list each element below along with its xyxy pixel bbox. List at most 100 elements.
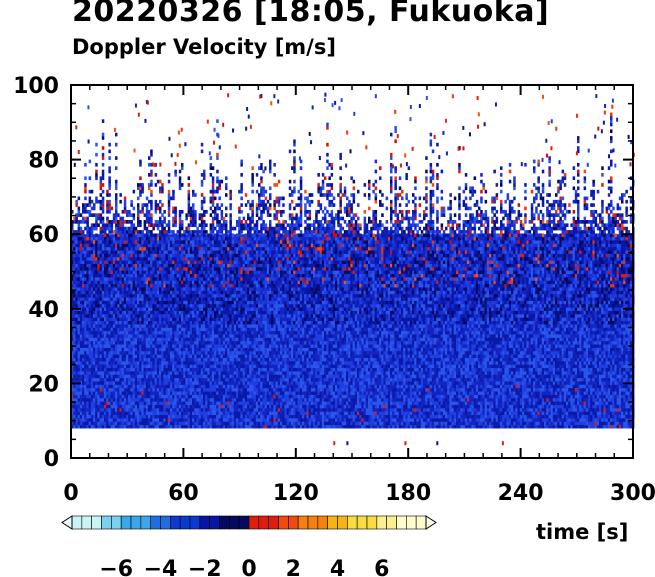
heatmap-cell [167, 374, 171, 379]
heatmap-cell [77, 391, 81, 395]
heatmap-cell [139, 387, 142, 392]
heatmap-cell [79, 347, 83, 352]
heatmap-cell [126, 243, 129, 248]
heatmap-cell [126, 354, 129, 358]
heatmap-cell [97, 414, 100, 419]
heatmap-cell [139, 293, 142, 298]
heatmap-cell [139, 186, 142, 191]
heatmap-cell [93, 240, 96, 244]
heatmap-cell [227, 337, 230, 342]
heatmap-cell [227, 384, 230, 389]
heatmap-cell [209, 347, 213, 352]
heatmap-cell [216, 300, 219, 305]
heatmap-cell [229, 233, 232, 238]
heatmap-cell [154, 209, 158, 214]
heatmap-cell [75, 270, 78, 275]
heatmap-cell [178, 397, 182, 402]
heatmap-cell [123, 381, 127, 385]
heatmap-cell [88, 240, 92, 244]
heatmap-cell [119, 297, 122, 301]
heatmap-cell [108, 374, 111, 379]
heatmap-cell [183, 293, 186, 298]
heatmap-cell [79, 270, 83, 275]
heatmap-cell [192, 361, 195, 365]
heatmap-cell [101, 230, 105, 234]
heatmap-cell [86, 310, 89, 315]
heatmap-cell [123, 317, 127, 322]
heatmap-cell [110, 270, 114, 275]
heatmap-cell [108, 290, 111, 295]
heatmap-cell [95, 243, 98, 248]
heatmap-cell [145, 236, 149, 241]
heatmap-cell [88, 364, 92, 369]
heatmap-cell [227, 397, 230, 402]
heatmap-cell [238, 394, 241, 399]
heatmap-cell [108, 357, 111, 362]
heatmap-cell [126, 364, 129, 369]
heatmap-cell [117, 340, 120, 345]
heatmap-cell [176, 277, 180, 281]
heatmap-cell [128, 220, 131, 224]
heatmap-cell [73, 220, 76, 224]
heatmap-cell [117, 418, 120, 422]
heatmap-cell [194, 267, 197, 271]
heatmap-cell [165, 401, 169, 405]
heatmap-cell [181, 263, 184, 268]
heatmap-cell [176, 256, 180, 261]
heatmap-cell [225, 246, 228, 251]
heatmap-cell [117, 297, 120, 301]
heatmap-cell [192, 418, 195, 422]
heatmap-cell [88, 273, 92, 278]
heatmap-cell [110, 367, 114, 372]
heatmap-cell [172, 240, 175, 244]
heatmap-cell [225, 253, 228, 258]
heatmap-cell [93, 277, 96, 281]
heatmap-cell [154, 357, 158, 362]
heatmap-cell [115, 273, 118, 278]
heatmap-cell [139, 283, 142, 288]
heatmap-cell [167, 408, 171, 412]
heatmap-cell [165, 230, 169, 234]
heatmap-cell [211, 263, 215, 268]
heatmap-cell [137, 280, 140, 285]
heatmap-cell [229, 213, 232, 217]
heatmap-cell [220, 314, 224, 318]
heatmap-cell [121, 233, 125, 238]
heatmap-cell [167, 209, 171, 214]
heatmap-cell [112, 411, 116, 416]
heatmap-cell [205, 273, 208, 278]
heatmap-cell [194, 367, 197, 372]
heatmap-cell [159, 287, 162, 291]
heatmap-cell [119, 337, 122, 342]
heatmap-cell [216, 230, 219, 234]
heatmap-cell [73, 263, 76, 268]
heatmap-cell [185, 303, 188, 308]
heatmap-cell [145, 401, 149, 405]
heatmap-cell [218, 283, 221, 288]
heatmap-cell [225, 354, 228, 358]
heatmap-cell [207, 377, 210, 382]
heatmap-cell [161, 408, 164, 412]
heatmap-cell [75, 384, 78, 389]
heatmap-cell [88, 394, 92, 399]
heatmap-cell [104, 300, 107, 305]
heatmap-cell [106, 347, 109, 352]
heatmap-cell [93, 424, 96, 429]
heatmap-cell [101, 236, 105, 241]
heatmap-cell [187, 307, 191, 311]
heatmap-cell [238, 340, 241, 345]
heatmap-cell [181, 424, 184, 429]
heatmap-cell [115, 270, 118, 275]
heatmap-cell [101, 408, 105, 412]
heatmap-cell [93, 226, 96, 231]
heatmap-cell [181, 290, 184, 295]
heatmap-cell [88, 347, 92, 352]
heatmap-cell [236, 287, 239, 291]
heatmap-cell [174, 421, 177, 426]
heatmap-cell [167, 314, 171, 318]
heatmap-cell [192, 260, 195, 264]
heatmap-cell [216, 317, 219, 322]
heatmap-cell [222, 411, 226, 416]
heatmap-cell [205, 361, 208, 365]
heatmap-cell [112, 287, 116, 291]
